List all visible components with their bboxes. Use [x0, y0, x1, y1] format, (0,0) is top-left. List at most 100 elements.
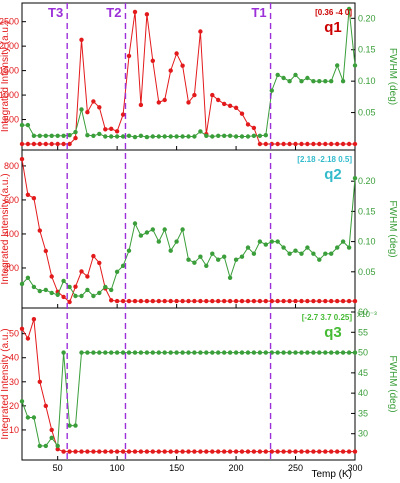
- data-point-intensity: [275, 141, 280, 147]
- right-axis-title: FWHM (deg): [387, 200, 398, 257]
- data-point-fwhm: [43, 133, 48, 138]
- data-point-intensity: [340, 141, 346, 147]
- data-point-intensity: [257, 141, 263, 147]
- data-point-fwhm: [257, 350, 263, 355]
- data-point-fwhm: [329, 251, 334, 256]
- left-tick-label: 40: [9, 353, 19, 363]
- series-line-intensity: [21, 159, 355, 303]
- left-tick-label: 600: [4, 195, 19, 205]
- q-vector-label: [0.36 -4 0]: [315, 8, 352, 17]
- data-point-intensity: [281, 298, 286, 304]
- data-point-intensity: [305, 298, 310, 304]
- data-point-intensity: [281, 141, 286, 147]
- data-point-fwhm: [263, 350, 268, 355]
- data-point-intensity: [311, 449, 316, 454]
- data-point-intensity: [73, 284, 78, 289]
- data-point-intensity: [233, 298, 239, 304]
- data-point-intensity: [31, 317, 37, 322]
- data-point-fwhm: [73, 293, 78, 299]
- data-point-intensity: [233, 105, 239, 111]
- data-point-fwhm: [126, 133, 132, 138]
- right-tick-label: 0.20: [358, 176, 376, 186]
- data-point-fwhm: [156, 239, 161, 244]
- data-point-intensity: [227, 449, 233, 454]
- data-point-fwhm: [97, 131, 102, 137]
- data-point-intensity: [31, 141, 37, 147]
- left-axis-title: Integrated Intensity (a.u.): [0, 328, 11, 439]
- data-point-fwhm: [103, 350, 108, 355]
- data-point-fwhm: [144, 134, 150, 140]
- data-point-fwhm: [198, 350, 203, 355]
- right-tick-label: 45: [358, 368, 368, 378]
- data-point-fwhm: [91, 350, 96, 355]
- data-point-fwhm: [67, 284, 72, 290]
- right-tick-label: 30: [358, 429, 368, 439]
- x-tick-label: 250: [288, 463, 303, 473]
- data-point-intensity: [25, 141, 31, 147]
- data-point-intensity: [210, 449, 215, 454]
- data-point-intensity: [19, 156, 25, 162]
- data-point-fwhm: [61, 350, 66, 355]
- data-point-intensity: [55, 447, 60, 452]
- data-point-intensity: [156, 449, 161, 454]
- data-point-intensity: [114, 129, 120, 134]
- data-point-intensity: [43, 141, 48, 147]
- data-point-fwhm: [186, 134, 191, 139]
- data-point-fwhm: [109, 350, 114, 355]
- data-point-intensity: [132, 298, 138, 304]
- data-point-fwhm: [233, 350, 239, 355]
- data-point-fwhm: [109, 287, 114, 293]
- data-point-fwhm: [245, 245, 251, 250]
- transition-label-T1: T1: [251, 5, 266, 20]
- data-point-fwhm: [150, 350, 155, 355]
- data-point-fwhm: [19, 122, 25, 128]
- data-point-intensity: [352, 141, 358, 147]
- data-point-fwhm: [25, 122, 31, 128]
- left-tick-label: 500: [4, 115, 19, 125]
- data-point-fwhm: [85, 287, 90, 293]
- data-point-fwhm: [156, 134, 161, 139]
- left-tick-label: 50: [9, 329, 19, 339]
- transition-lines: T3 T2 T1: [48, 3, 272, 460]
- data-point-fwhm: [132, 350, 138, 355]
- left-tick-label: 10: [9, 425, 19, 435]
- data-point-intensity: [91, 253, 96, 259]
- data-point-fwhm: [257, 239, 263, 244]
- panel-frame: [21, 149, 356, 309]
- data-point-intensity: [275, 449, 280, 454]
- data-point-intensity: [144, 449, 150, 454]
- data-point-fwhm: [126, 248, 132, 253]
- data-point-intensity: [79, 269, 84, 274]
- data-point-fwhm: [180, 134, 185, 139]
- data-point-fwhm: [346, 6, 352, 12]
- data-point-fwhm: [335, 245, 340, 250]
- data-point-intensity: [335, 449, 340, 454]
- q-vector-label: [-2.7 3.7 0.25]: [302, 313, 353, 322]
- data-point-intensity: [150, 298, 155, 304]
- data-point-fwhm: [61, 278, 66, 284]
- data-point-fwhm: [79, 350, 84, 355]
- data-point-fwhm: [275, 350, 280, 355]
- data-point-fwhm: [168, 350, 173, 355]
- data-point-intensity: [251, 449, 257, 454]
- left-tick-label: 400: [4, 229, 19, 239]
- data-point-intensity: [299, 449, 304, 454]
- data-point-intensity: [210, 298, 215, 304]
- data-point-fwhm: [174, 134, 179, 139]
- data-point-fwhm: [132, 134, 138, 140]
- data-point-intensity: [126, 53, 132, 59]
- data-point-fwhm: [120, 350, 126, 355]
- right-axis-title: FWHM (deg): [387, 355, 398, 412]
- data-point-fwhm: [216, 133, 221, 138]
- x-tick-label: 300: [347, 463, 362, 473]
- data-point-intensity: [346, 298, 352, 304]
- data-point-fwhm: [138, 133, 144, 138]
- right-tick-label: 55: [358, 327, 368, 337]
- data-point-intensity: [239, 111, 245, 116]
- data-point-intensity: [138, 449, 144, 454]
- data-point-fwhm: [317, 350, 322, 355]
- data-point-fwhm: [340, 239, 346, 244]
- data-point-intensity: [204, 298, 209, 304]
- series-line-intensity: [21, 319, 355, 453]
- data-point-fwhm: [91, 133, 96, 138]
